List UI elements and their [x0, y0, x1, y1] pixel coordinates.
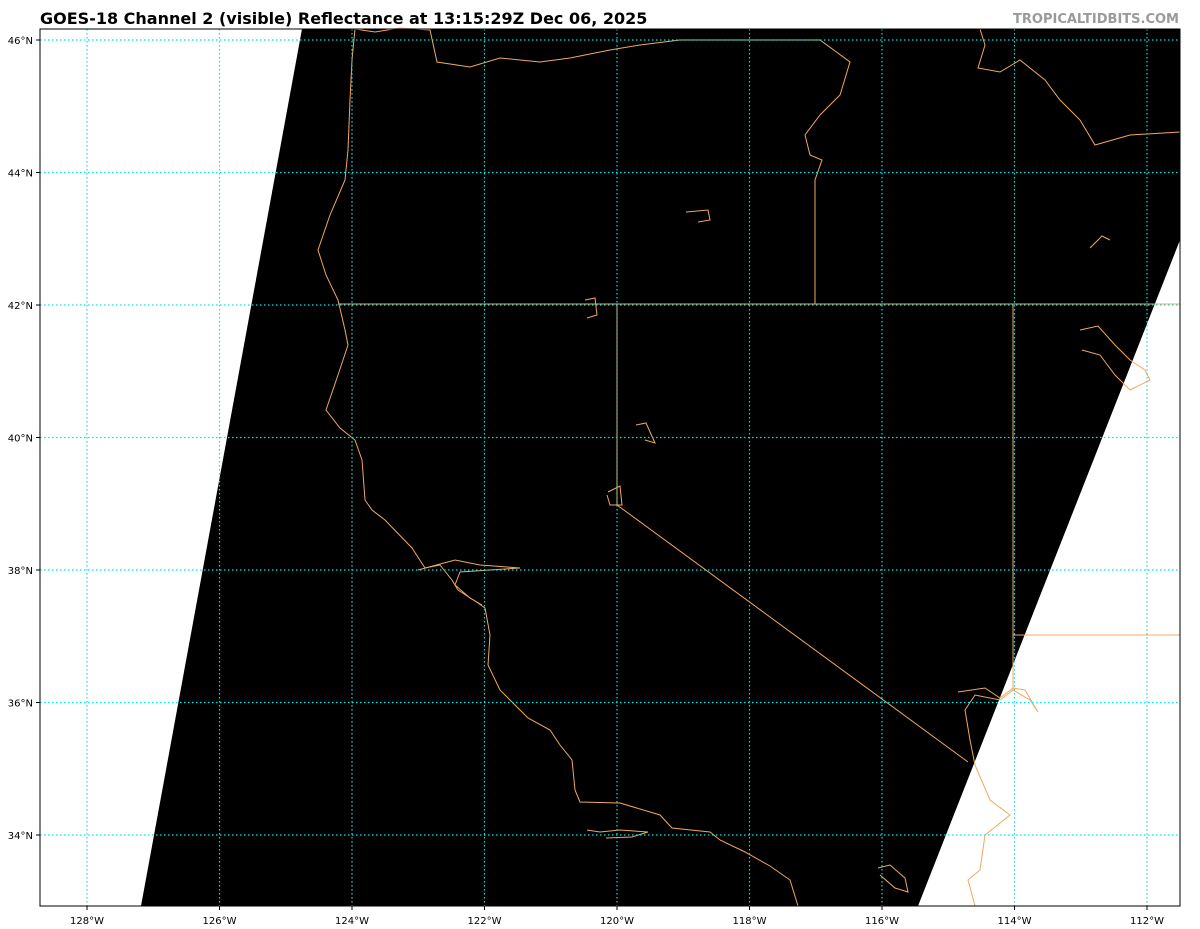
latitude-tick-label: 38°N — [8, 566, 33, 577]
longitude-tick-label: 124°W — [335, 916, 369, 927]
pacific-coastline — [317, 28, 799, 907]
longitude-tick-label: 122°W — [468, 916, 502, 927]
snake-river — [977, 28, 1181, 146]
longitude-tick-label: 126°W — [203, 916, 237, 927]
latitude-tick-label: 44°N — [8, 169, 33, 180]
longitude-tick-label: 118°W — [733, 916, 767, 927]
lake-tahoe — [606, 485, 623, 506]
columbia-river — [354, 27, 851, 304]
great-salt-lake — [1079, 325, 1151, 391]
latitude-tick-label: 36°N — [8, 699, 33, 710]
longitude-tick-label: 114°W — [998, 916, 1032, 927]
latitude-tick-label: 40°N — [8, 434, 33, 445]
lake — [685, 209, 711, 223]
latitude-tick-label: 42°N — [8, 301, 33, 312]
lake — [1089, 235, 1111, 249]
satellite-imagery-swath — [141, 29, 1180, 906]
channel-islands — [586, 829, 649, 839]
longitude-tick-label: 120°W — [600, 916, 634, 927]
longitude-tick-label: 112°W — [1130, 916, 1164, 927]
longitude-tick-label: 116°W — [865, 916, 899, 927]
longitude-tick-label: 128°W — [70, 916, 104, 927]
map-title: GOES-18 Channel 2 (visible) Reflectance … — [40, 9, 648, 28]
latitude-tick-label: 34°N — [8, 831, 33, 842]
salton-sea — [877, 864, 909, 893]
axis-ticks: 128°W 126°W 124°W 122°W 120°W 118°W 116°W 114°W… — [8, 36, 1164, 927]
lake — [584, 297, 598, 319]
lake — [635, 422, 656, 444]
latitude-tick-label: 46°N — [8, 36, 33, 47]
map-frame — [39, 28, 1181, 907]
credit-watermark: TROPICALTIDBITS.COM — [1013, 12, 1179, 27]
sf-bay — [417, 559, 521, 606]
